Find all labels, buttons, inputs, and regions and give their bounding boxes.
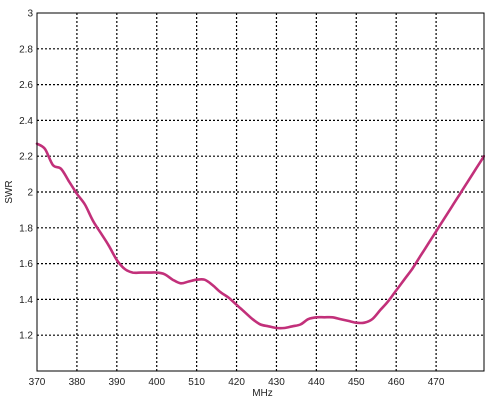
x-tick-label: 470 bbox=[428, 377, 445, 388]
y-tick-label: 2.4 bbox=[19, 116, 33, 127]
swr-series-line bbox=[35, 142, 485, 330]
y-tick-label: 3 bbox=[27, 9, 33, 20]
x-axis-label: MHz bbox=[252, 388, 273, 399]
y-tick-label: 2 bbox=[27, 188, 33, 199]
y-tick-label: 1.2 bbox=[19, 331, 33, 342]
y-tick-label: 2.8 bbox=[19, 44, 33, 55]
plot-frame bbox=[36, 12, 485, 372]
y-tick-label: 1.8 bbox=[19, 223, 33, 234]
x-tick-label: 450 bbox=[348, 377, 365, 388]
x-tick-label: 440 bbox=[308, 377, 325, 388]
x-tick-label: 430 bbox=[268, 377, 285, 388]
x-tick-label: 390 bbox=[108, 377, 125, 388]
x-tick-label: 420 bbox=[228, 377, 245, 388]
x-tick-label: 400 bbox=[148, 377, 165, 388]
x-tick-label: 380 bbox=[69, 377, 86, 388]
y-axis-label: SWR bbox=[4, 180, 15, 203]
y-tick-label: 2.6 bbox=[19, 80, 33, 91]
y-tick-labels: 1.2 1.4 1.6 1.8 2 2.2 2.4 2.6 2.8 3 bbox=[19, 9, 33, 342]
y-tick-label: 1.6 bbox=[19, 259, 33, 270]
y-tick-label: 2.2 bbox=[19, 152, 33, 163]
y-tick-label: 1.4 bbox=[19, 295, 33, 306]
x-tick-label: 460 bbox=[388, 377, 405, 388]
x-tick-label: 510 bbox=[188, 377, 205, 388]
grid-lines bbox=[37, 13, 484, 371]
x-tick-labels: 370 380 390 400 510 420 430 440 450 460 470 bbox=[29, 377, 445, 388]
x-tick-label: 370 bbox=[29, 377, 46, 388]
series-layer bbox=[35, 142, 485, 330]
